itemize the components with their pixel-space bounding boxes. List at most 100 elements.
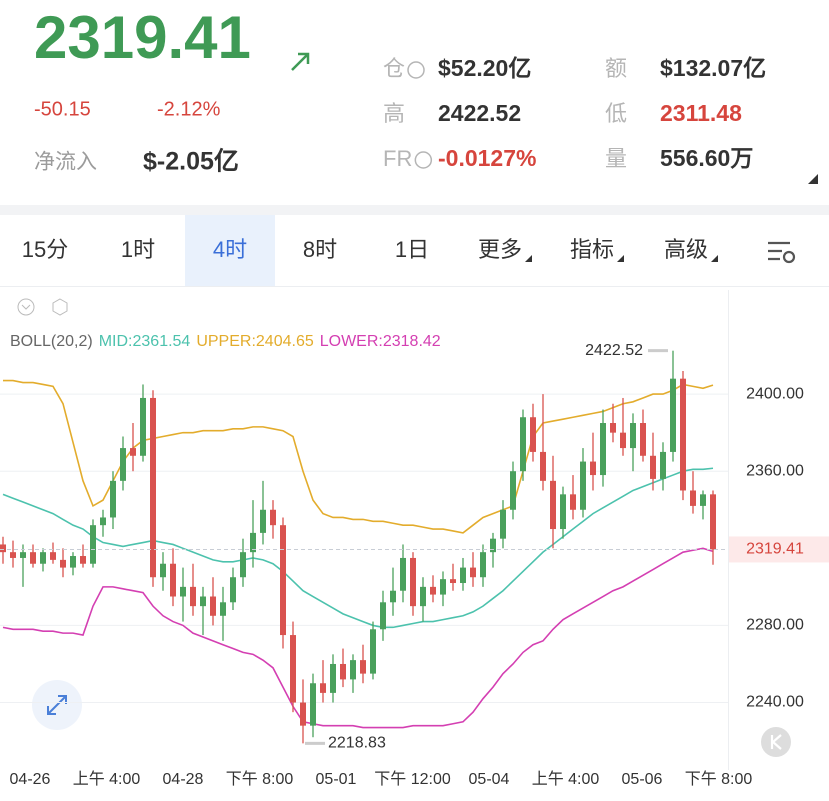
tab[interactable]: 1时	[121, 237, 155, 262]
x-tick-label: 04-28	[163, 771, 204, 788]
stat-value: 2311.48	[660, 100, 742, 126]
chart: 2240.00 2280.00 2360.00 2400.00 BOLL(20,2) MI…	[0, 333, 829, 788]
candle-body	[170, 563, 176, 597]
candle-body	[130, 448, 136, 456]
band-line	[2, 547, 714, 729]
x-tick-label: 04-26	[10, 771, 51, 788]
tab[interactable]: 4时	[213, 237, 247, 262]
candle-body	[320, 683, 326, 693]
candle-body	[690, 490, 696, 506]
info-icon[interactable]	[407, 61, 425, 79]
candle-body	[200, 596, 206, 607]
candle-body	[520, 417, 526, 472]
k-icon	[770, 734, 782, 750]
candle-body	[540, 451, 546, 481]
info-icon[interactable]	[414, 151, 433, 169]
candle-body	[680, 378, 686, 491]
candle-body	[460, 567, 466, 584]
tab[interactable]: 指标	[570, 237, 614, 262]
candle-body	[640, 423, 646, 456]
candle-body	[80, 556, 86, 564]
candle-body	[10, 552, 16, 558]
axis-line	[728, 290, 729, 770]
candle-body	[470, 567, 476, 578]
candle-body	[140, 397, 146, 456]
candle-body	[630, 423, 636, 449]
candle-body	[120, 448, 126, 481]
settings-hex[interactable]	[52, 298, 68, 316]
candle-body	[600, 423, 606, 476]
candle-body	[60, 559, 66, 568]
divider	[0, 205, 829, 215]
y-tick-label: 2400.00	[746, 385, 804, 402]
candle-body	[660, 451, 666, 479]
x-tick-label: 上午 4:00	[532, 770, 600, 788]
x-tick-label: 05-06	[622, 771, 663, 788]
x-tick-label: 下午 8:00	[685, 770, 753, 788]
candle-body	[340, 663, 346, 680]
high-label: 2422.52	[585, 342, 643, 359]
y-tick-label: 2280.00	[746, 617, 804, 634]
stat-label: 低	[605, 101, 627, 126]
legend-entry: UPPER:2404.65	[196, 333, 314, 350]
candle-body	[350, 660, 356, 680]
x-tick-label: 05-01	[316, 771, 357, 788]
candle-body	[390, 590, 396, 603]
candle-body	[480, 552, 486, 578]
stat-label: 高	[383, 101, 405, 126]
settings-icon[interactable]	[768, 241, 796, 264]
candle-body	[190, 586, 196, 607]
tab[interactable]: 1日	[395, 237, 429, 262]
candle-body	[280, 525, 286, 636]
candle-body	[450, 579, 456, 584]
candle-body	[710, 494, 716, 550]
candle-body	[500, 509, 506, 539]
candle-body	[560, 494, 566, 530]
stat-value: $132.07亿	[660, 55, 766, 81]
band-line	[3, 379, 714, 534]
x-tick-label: 05-04	[469, 771, 510, 788]
stat-label: 仓	[383, 56, 405, 81]
candle-body	[570, 494, 576, 510]
candle-body	[590, 461, 596, 476]
candle-body	[380, 602, 386, 630]
stat-value: 556.60万	[660, 145, 753, 171]
candle-body	[410, 557, 416, 607]
candle-body	[530, 417, 536, 452]
collapse-icon[interactable]	[17, 298, 35, 316]
candle-body	[310, 683, 316, 726]
candle-body	[400, 557, 406, 591]
candle-body	[40, 552, 46, 564]
stat-label: 量	[605, 146, 627, 171]
legend-entry: MID:2361.54	[99, 333, 191, 350]
candle-body	[330, 663, 336, 693]
k-button[interactable]	[761, 727, 791, 757]
candle-body	[20, 552, 26, 558]
candle-body	[90, 525, 96, 564]
candle-body	[230, 577, 236, 603]
stat-value: 2422.52	[438, 100, 521, 126]
candle-body	[360, 660, 366, 674]
candle-body	[70, 556, 76, 568]
tab[interactable]: 8时	[303, 237, 337, 262]
candle-body	[420, 586, 426, 607]
tab[interactable]: 更多	[478, 237, 522, 262]
candle-body	[290, 635, 296, 703]
candle-body	[30, 552, 36, 564]
x-tick-label: 下午 8:00	[226, 770, 294, 788]
y-tick-label: 2240.00	[746, 694, 804, 711]
candle-body	[300, 702, 306, 726]
y-tick-label: 2360.00	[746, 462, 804, 479]
divider	[0, 286, 829, 287]
expand-icon	[47, 695, 67, 715]
tab[interactable]: 15分	[22, 237, 68, 262]
candle-body	[610, 423, 616, 433]
candle-body	[50, 552, 56, 560]
stat-value: -0.0127%	[438, 145, 536, 171]
candle-body	[100, 517, 106, 526]
candle-body	[650, 455, 656, 479]
dropdown-mark	[525, 255, 533, 262]
tab[interactable]: 高级	[664, 237, 708, 262]
